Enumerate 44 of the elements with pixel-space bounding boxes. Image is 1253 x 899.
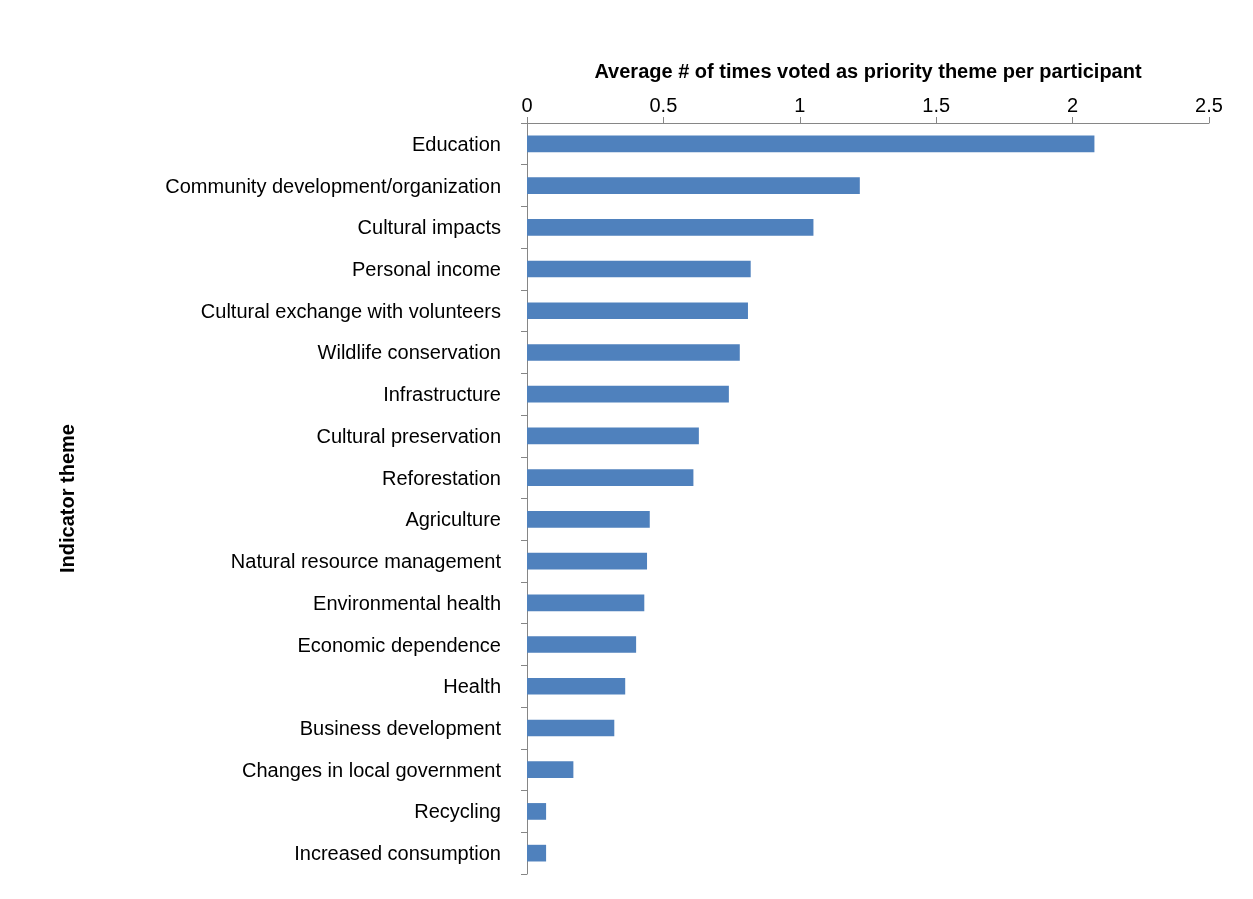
x-tick-label: 2 [1067, 94, 1079, 116]
bar [527, 636, 637, 653]
x-axis-title: Average # of times voted as priority theme per participant [594, 60, 1142, 82]
y-axis-title: Indicator theme [56, 424, 78, 573]
y-tick-label: Cultural preservation [316, 424, 501, 447]
x-tick-label: 0 [521, 94, 533, 116]
bar [527, 385, 729, 403]
y-tick-label: Economic dependence [297, 633, 501, 656]
bar [527, 552, 648, 570]
bar [527, 511, 650, 528]
y-tick-label: Cultural impacts [357, 216, 501, 239]
bar [527, 594, 645, 612]
y-tick-label: Recycling [414, 800, 501, 823]
bar [527, 302, 748, 320]
bar [527, 677, 626, 695]
bar [527, 344, 740, 361]
y-tick-label: Natural resource management [230, 550, 502, 573]
y-tick-label: Infrastructure [383, 383, 501, 406]
y-tick-label: Increased consumption [294, 842, 501, 865]
bar [527, 719, 615, 737]
bar [527, 469, 694, 486]
bar [527, 844, 547, 862]
y-tick-label: Health [443, 675, 501, 698]
bar [527, 803, 547, 820]
y-tick-label: Wildlife conservation [317, 341, 501, 364]
x-tick-label: 0.5 [649, 94, 678, 116]
bar [527, 218, 814, 236]
y-tick-label: Agriculture [405, 508, 501, 531]
bar [527, 260, 751, 278]
x-tick-label: 1.5 [922, 94, 951, 116]
bar [527, 427, 699, 445]
x-tick-label: 1 [794, 94, 806, 116]
x-tick-label: 2.5 [1195, 94, 1223, 116]
bar [527, 135, 1095, 153]
y-tick-label: Cultural exchange with volunteers [200, 299, 501, 322]
y-tick-label: Education [412, 132, 501, 155]
bar [527, 177, 860, 194]
y-tick-label: Community development/organization [165, 174, 501, 197]
y-tick-label: Changes in local government [241, 758, 502, 781]
y-tick-label: Reforestation [382, 466, 501, 489]
y-tick-label: Environmental health [313, 591, 501, 614]
bar [527, 761, 574, 779]
y-tick-label: Business development [299, 716, 502, 739]
y-tick-label: Personal income [352, 258, 501, 281]
